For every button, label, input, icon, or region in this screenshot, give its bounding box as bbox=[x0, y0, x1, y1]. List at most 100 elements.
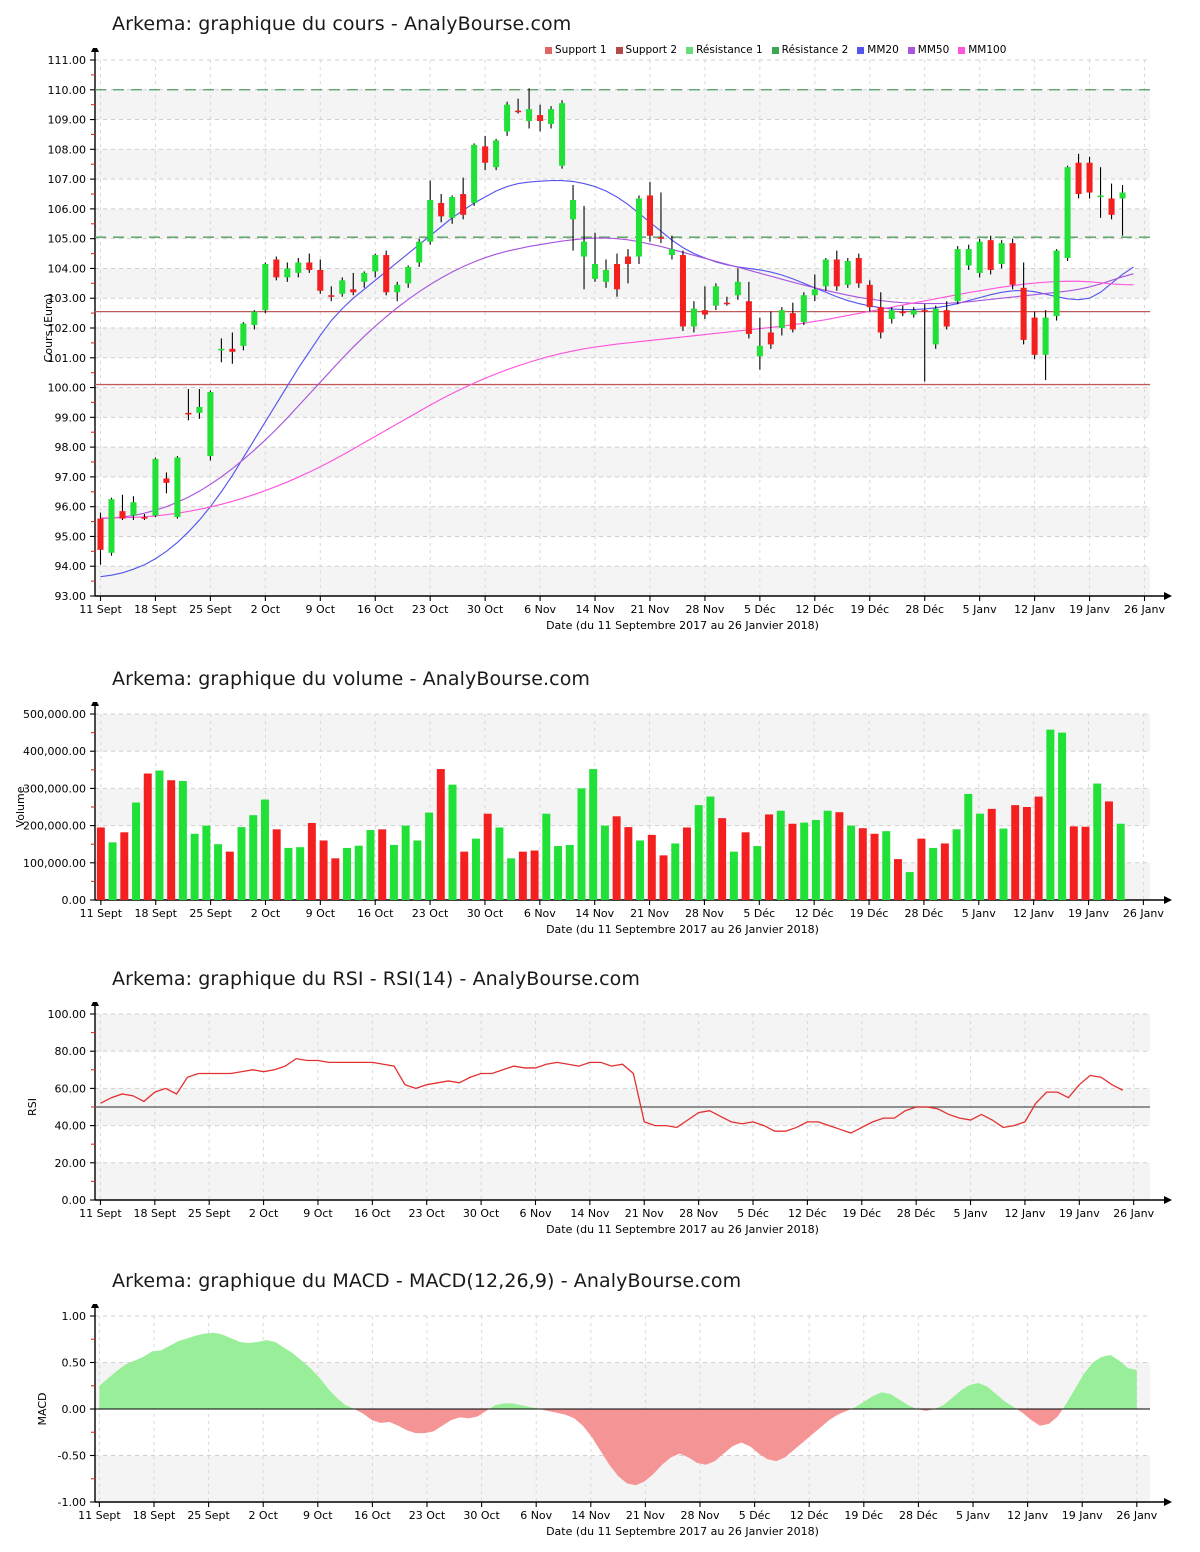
x-axis-tick-label: 12 Janv bbox=[1014, 603, 1055, 616]
volume-bar bbox=[1034, 796, 1043, 900]
volume-bar bbox=[413, 840, 422, 900]
x-axis-tick-label: 12 Janv bbox=[1004, 1207, 1045, 1220]
candlestick bbox=[602, 259, 610, 288]
x-axis-tick-label: 21 Nov bbox=[626, 1509, 665, 1522]
candlestick bbox=[471, 143, 478, 206]
candlestick bbox=[174, 456, 181, 519]
volume-bar bbox=[1011, 805, 1020, 900]
volume-bar bbox=[835, 812, 844, 900]
volume-bar bbox=[858, 828, 867, 900]
x-axis-tick-label: 21 Nov bbox=[630, 603, 669, 616]
volume-bar bbox=[366, 830, 375, 900]
candlestick bbox=[548, 106, 555, 129]
volume-bar bbox=[190, 833, 199, 900]
x-axis-tick-label: 16 Oct bbox=[357, 603, 394, 616]
candlestick bbox=[910, 307, 917, 318]
volume-bar bbox=[893, 859, 902, 900]
legend-item-r-sistance-1: Résistance 1 bbox=[686, 44, 763, 56]
candlestick bbox=[284, 262, 291, 282]
x-axis-tick-label: 21 Nov bbox=[625, 1207, 664, 1220]
x-axis-title: Date (du 11 Septembre 2017 au 26 Janvier… bbox=[546, 923, 819, 936]
x-axis-tick-label: 28 Nov bbox=[679, 1207, 718, 1220]
candlestick bbox=[119, 494, 126, 521]
legend-label: MM100 bbox=[968, 44, 1007, 56]
candlestick bbox=[998, 240, 1005, 269]
y-axis-tick-label: 102.00 bbox=[48, 322, 87, 335]
volume-bar bbox=[96, 827, 105, 900]
legend-swatch-icon bbox=[907, 46, 915, 54]
y-axis-tick-label: -1.00 bbox=[58, 1496, 86, 1509]
y-axis-tick-label: 60.00 bbox=[55, 1082, 87, 1095]
y-axis-title: MACD bbox=[36, 1393, 49, 1426]
volume-bar bbox=[1058, 732, 1067, 900]
x-axis-tick-label: 18 Sept bbox=[134, 1207, 177, 1220]
x-axis-tick-label: 2 Oct bbox=[249, 1207, 279, 1220]
x-axis-tick-label: 28 Déc bbox=[905, 907, 944, 920]
candlestick bbox=[646, 182, 653, 242]
x-axis-tick-label: 5 Janv bbox=[954, 1207, 988, 1220]
x-axis-title: Date (du 11 Septembre 2017 au 26 Janvier… bbox=[546, 1223, 819, 1236]
y-axis-tick-label: 110.00 bbox=[48, 84, 87, 97]
candlestick bbox=[1031, 311, 1038, 360]
volume-bar bbox=[800, 822, 809, 900]
x-axis-tick-label: 5 Déc bbox=[744, 603, 776, 616]
moving-average-line-mm100 bbox=[100, 280, 1134, 519]
y-axis-tick-label: 100.00 bbox=[48, 1008, 87, 1021]
candlestick bbox=[152, 457, 159, 518]
candlestick bbox=[482, 135, 489, 171]
x-axis-tick-label: 9 Oct bbox=[306, 603, 336, 616]
legend-label: Résistance 2 bbox=[781, 44, 849, 56]
candlestick bbox=[613, 253, 621, 297]
candlestick bbox=[438, 194, 445, 223]
x-axis-tick-label: 19 Déc bbox=[844, 1509, 883, 1522]
x-axis-title: Date (du 11 Septembre 2017 au 26 Janvier… bbox=[546, 619, 819, 632]
candlestick bbox=[97, 512, 104, 565]
y-axis-tick-label: 0.00 bbox=[62, 894, 87, 907]
x-axis-tick-label: 6 Nov bbox=[524, 907, 556, 920]
volume-bar bbox=[1104, 801, 1113, 900]
candlestick bbox=[899, 305, 906, 317]
legend-swatch-icon bbox=[771, 46, 779, 54]
y-axis-tick-label: 96.00 bbox=[55, 501, 87, 514]
legend-swatch-icon bbox=[615, 46, 623, 54]
volume-bar bbox=[706, 796, 715, 900]
volume-bar bbox=[425, 812, 434, 900]
candlestick bbox=[1086, 156, 1093, 199]
volume-bar bbox=[401, 825, 410, 900]
candlestick bbox=[822, 258, 829, 291]
candlestick bbox=[712, 283, 719, 311]
volume-bar bbox=[471, 838, 480, 900]
volume-bar bbox=[917, 838, 926, 900]
volume-bar bbox=[389, 844, 398, 900]
x-axis-tick-label: 5 Déc bbox=[743, 907, 775, 920]
y-axis-tick-label: 105.00 bbox=[48, 233, 87, 246]
volume-chart-title: Arkema: graphique du volume - AnalyBours… bbox=[112, 668, 591, 690]
y-axis-tick-label: 99.00 bbox=[55, 411, 87, 424]
volume-bar bbox=[811, 820, 820, 900]
x-axis-tick-label: 23 Oct bbox=[408, 1207, 445, 1220]
volume-bar bbox=[120, 832, 129, 900]
y-axis-tick-label: 100.00 bbox=[48, 382, 87, 395]
y-axis-tick-label: 0.50 bbox=[62, 1357, 87, 1370]
candlestick bbox=[581, 205, 588, 290]
x-axis-tick-label: 18 Sept bbox=[134, 603, 177, 616]
volume-bar bbox=[178, 780, 187, 900]
x-axis-tick-label: 25 Sept bbox=[189, 907, 232, 920]
candlestick bbox=[229, 332, 236, 364]
volume-bar bbox=[647, 834, 656, 900]
x-axis-tick-label: 28 Déc bbox=[897, 1207, 936, 1220]
candlestick bbox=[317, 259, 324, 294]
candlestick bbox=[251, 310, 258, 330]
volume-bar bbox=[1093, 783, 1102, 900]
candlestick bbox=[987, 235, 994, 275]
x-axis-tick-label: 11 Sept bbox=[79, 603, 122, 616]
x-axis-tick-label: 12 Déc bbox=[795, 907, 834, 920]
candlestick bbox=[394, 281, 401, 302]
candlestick bbox=[1042, 310, 1049, 381]
legend-swatch-icon bbox=[857, 46, 865, 54]
x-axis-tick-label: 6 Nov bbox=[520, 1509, 552, 1522]
candlestick bbox=[383, 250, 390, 296]
candlestick bbox=[350, 272, 357, 296]
y-axis-tick-label: 200,000.00 bbox=[23, 820, 86, 833]
candlestick bbox=[1119, 185, 1126, 236]
